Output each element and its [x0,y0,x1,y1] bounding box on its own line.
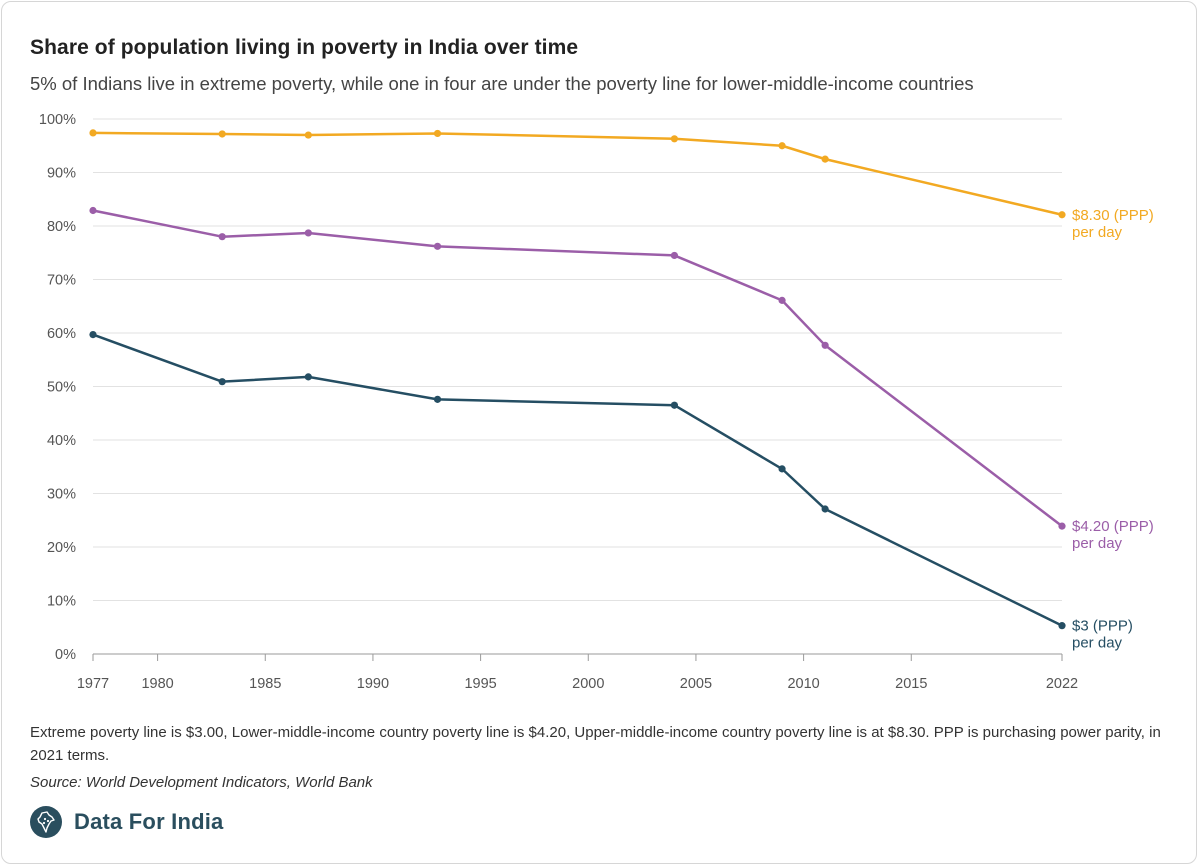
data-point [670,401,679,409]
y-axis: 0% 10% 20% 30% 40% 50% 60% 70% 80% 90% 100% [39,112,76,663]
brand[interactable]: Data For India [30,806,224,838]
data-point [1058,211,1066,219]
data-point [778,465,786,473]
y-tick-label: 70% [47,273,76,289]
chart-title: Share of population living in poverty in… [30,36,579,59]
series-line [91,209,1064,528]
y-tick-label: 60% [47,326,76,342]
brand-name: Data For India [74,809,224,834]
x-tick-label: 2000 [572,676,604,692]
series-label-suffix: per day [1072,535,1123,552]
y-tick-label: 80% [47,219,76,235]
series-line [91,333,1064,627]
chart-subtitle: 5% of Indians live in extreme poverty, w… [30,73,974,94]
data-point [778,142,786,150]
y-tick-label: 50% [47,380,76,396]
line-chart: 0%10%20%30%40%50%60%70%80%90%100% 1977 19… [39,112,1154,692]
x-tick-label: 2015 [895,676,927,692]
data-point [670,251,679,260]
series-label: $3 (PPP) [1072,618,1133,635]
x-axis: 1977 1980 1985 1990 1995 2000 2005 2010 2015 2022 [77,654,1078,692]
x-tick-label: 2010 [787,676,819,692]
y-tick-label: 0% [55,647,76,663]
data-point [1058,622,1066,630]
y-tick-label: 90% [47,166,76,182]
data-point [433,242,442,250]
y-tick-label: 40% [47,433,76,449]
y-tick-label: 10% [47,594,76,610]
y-tick-label: 100% [39,112,76,128]
chart-source: Source: World Development Indicators, Wo… [30,774,373,791]
series-line [91,131,1064,217]
data-point [433,129,442,138]
chart-footnote: Extreme poverty line is $3.00, Lower-mid… [30,724,1161,764]
y-tick-label: 20% [47,540,76,556]
data-point [433,395,442,403]
india-map-logo-icon [30,806,62,838]
series-lines [89,129,1066,630]
data-point [218,378,226,386]
data-point [1058,522,1066,530]
series-label: $8.30 (PPP) [1072,207,1154,224]
data-point [821,341,829,349]
x-tick-label: 1980 [141,676,173,692]
x-tick-label: 1990 [357,676,389,692]
x-tick-label: 1985 [249,676,281,692]
data-point [670,135,679,143]
data-point [304,131,312,139]
data-point [778,296,786,304]
data-point [89,206,97,215]
data-point [218,233,226,241]
x-tick-label: 1977 [77,676,109,692]
data-point [304,229,312,237]
data-point [89,331,97,339]
series-label-suffix: per day [1072,224,1123,241]
data-point [218,130,226,138]
data-point [89,129,97,137]
x-tick-label: 1995 [464,676,496,692]
data-point [304,373,312,381]
x-tick-label: 2022 [1046,676,1078,692]
x-tick-label: 2005 [680,676,712,692]
series-label: $4.20 (PPP) [1072,518,1154,535]
data-point [821,505,829,513]
y-tick-label: 30% [47,487,76,503]
grid-lines [93,118,1062,655]
data-point [821,155,829,163]
series-label-suffix: per day [1072,635,1123,652]
series-labels: $8.30 (PPP)per day$4.20 (PPP)per day$3 (… [1072,207,1154,652]
